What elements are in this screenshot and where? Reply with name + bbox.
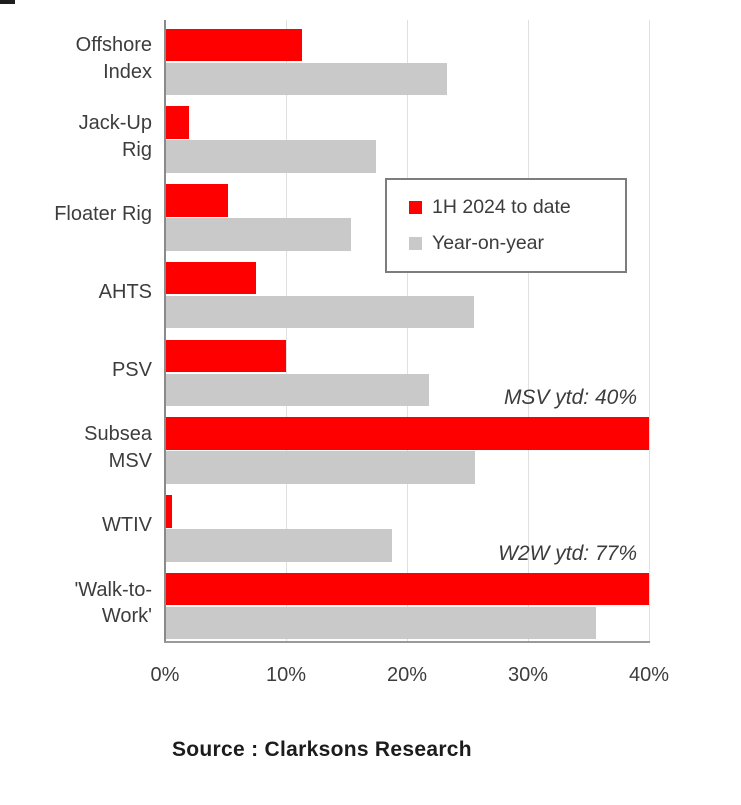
category-label-2: Floater Rig — [54, 203, 152, 226]
y-axis-line — [164, 20, 166, 643]
gridline-30pct — [527, 20, 529, 642]
gridline-20pct — [406, 20, 408, 642]
x-tick-label-40pct: 40% — [628, 664, 670, 686]
legend-label: 1H 2024 to date — [432, 196, 571, 218]
legend-swatch-gray — [409, 237, 422, 250]
legend-label: Year-on-year — [432, 232, 545, 254]
bar-red-3 — [165, 261, 256, 295]
legend-item-year-on-year: Year-on-year — [409, 232, 625, 255]
bar-gray-1 — [165, 140, 376, 173]
bar-gray-7 — [165, 606, 596, 640]
bar-gray-3 — [165, 295, 474, 329]
corner-artifact-mark — [0, 0, 15, 4]
gridline-10pct — [285, 20, 287, 642]
category-label-0: Offshore Index — [75, 34, 152, 83]
chart-annotation-1: W2W ytd: 77% — [498, 541, 637, 565]
bar-gray-6 — [165, 529, 393, 562]
bar-red-6 — [165, 495, 173, 528]
bar-red-2 — [165, 184, 228, 217]
x-axis-line — [164, 641, 650, 643]
category-label-7: 'Walk-to- Work' — [74, 578, 152, 628]
plot-area: MSV ytd: 40% W2W ytd: 77% — [165, 20, 650, 642]
legend-item-1h-2024: 1H 2024 to date — [409, 196, 625, 219]
category-label-5: Subsea MSV — [84, 423, 152, 472]
source-note: Source : Clarksons Research — [172, 738, 472, 761]
bar-red-0 — [165, 28, 302, 61]
x-tick-label-10pct: 10% — [265, 664, 307, 686]
bar-gray-5 — [165, 451, 475, 484]
x-tick-label-30pct: 30% — [507, 664, 549, 686]
category-label-3: AHTS — [98, 280, 152, 303]
bar-gray-0 — [165, 62, 447, 95]
gridline-40pct — [648, 20, 650, 642]
bar-red-1 — [165, 106, 190, 139]
category-label-6: WTIV — [102, 514, 152, 537]
bar-red-4 — [165, 339, 286, 372]
x-tick-label-20pct: 20% — [386, 664, 428, 686]
chart-annotation-0: MSV ytd: 40% — [503, 386, 637, 410]
bar-gray-4 — [165, 373, 429, 406]
legend-swatch-red — [409, 201, 422, 214]
bar-red-5 — [165, 417, 649, 450]
category-label-1: Jack-Up Rig — [78, 112, 152, 161]
bar-gray-2 — [165, 218, 352, 251]
bar-red-7 — [165, 572, 649, 606]
chart-legend: 1H 2024 to date Year-on-year — [385, 178, 627, 273]
category-label-4: PSV — [111, 358, 152, 381]
x-tick-label-0pct: 0% — [150, 664, 180, 686]
